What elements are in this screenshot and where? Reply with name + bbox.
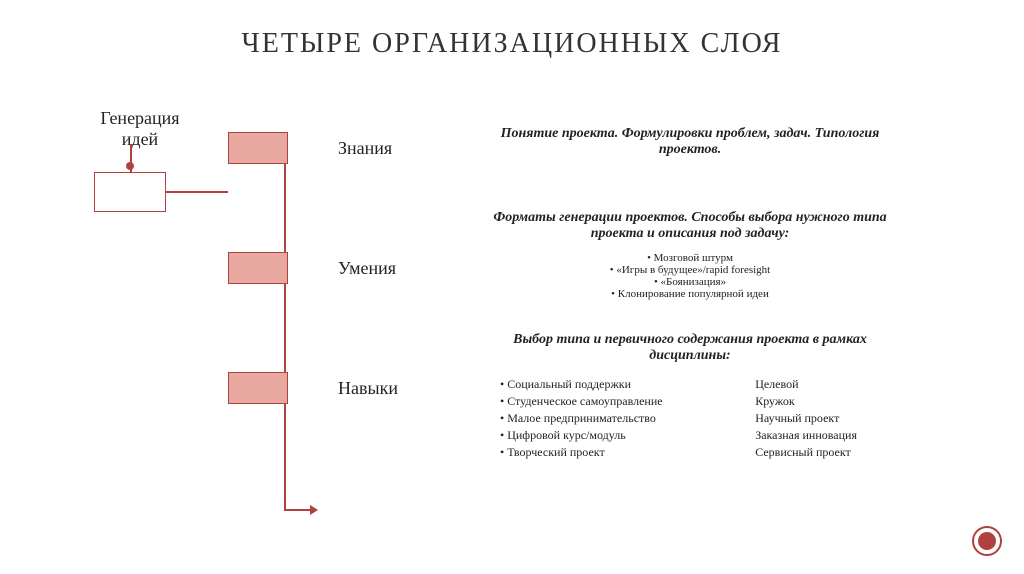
skills-bullet-1: • «Игры в будущее»/rapid foresight xyxy=(480,264,900,276)
abilities-row-2: Малое предпринимательствоНаучный проект xyxy=(500,410,940,427)
abilities-cell-right-2: Научный проект xyxy=(755,410,940,427)
abilities-cell-left-2: Малое предпринимательство xyxy=(500,410,755,427)
abilities-row-0: Социальный поддержкиЦелевой xyxy=(500,376,940,393)
skills-bullet-2: • «Боянизация» xyxy=(480,276,900,288)
abilities-cell-right-1: Кружок xyxy=(755,393,940,410)
flow-main-vline xyxy=(284,150,286,510)
generation-label: Генерация идей xyxy=(80,108,200,150)
abilities-cell-right-3: Заказная инновация xyxy=(755,427,940,444)
skills-bullet-3: • Клонирование популярной идеи xyxy=(480,288,900,300)
layer-box-1 xyxy=(228,252,288,284)
abilities-row-1: Студенческое самоуправлениеКружок xyxy=(500,393,940,410)
skills-bullet-0: • Мозговой штурм xyxy=(480,252,900,264)
layer-label-2: Навыки xyxy=(338,378,398,399)
layer-label-1: Умения xyxy=(338,258,396,279)
abilities-cell-left-0: Социальный поддержки xyxy=(500,376,755,393)
abilities-cell-right-0: Целевой xyxy=(755,376,940,393)
abilities-cell-left-3: Цифровой курс/модуль xyxy=(500,427,755,444)
root-box xyxy=(94,172,166,212)
desc-abilities-table: Социальный поддержкиЦелевойСтуденческое … xyxy=(500,376,940,461)
abilities-row-3: Цифровой курс/модульЗаказная инновация xyxy=(500,427,940,444)
slide-badge-icon xyxy=(972,526,1002,556)
desc-knowledge: Понятие проекта. Формулировки проблем, з… xyxy=(480,126,900,158)
layer-box-0 xyxy=(228,132,288,164)
layer-box-2 xyxy=(228,372,288,404)
desc-skills-heading: Форматы генерации проектов. Способы выбо… xyxy=(480,210,900,242)
desc-abilities-heading: Выбор типа и первичного содержания проек… xyxy=(480,332,900,364)
root-to-layer-hline xyxy=(166,191,228,193)
flow-arrow-head xyxy=(284,509,310,511)
layer-label-0: Знания xyxy=(338,138,392,159)
flow-arrow-tip xyxy=(310,505,318,515)
abilities-cell-right-4: Сервисный проект xyxy=(755,444,940,461)
desc-skills-bullets: • Мозговой штурм• «Игры в будущее»/rapid… xyxy=(480,252,900,300)
root-connector-vline xyxy=(130,144,132,172)
page-title: ЧЕТЫРЕ ОРГАНИЗАЦИОННЫХ СЛОЯ xyxy=(0,28,1024,60)
abilities-cell-left-4: Творческий проект xyxy=(500,444,755,461)
abilities-row-4: Творческий проектСервисный проект xyxy=(500,444,940,461)
abilities-cell-left-1: Студенческое самоуправление xyxy=(500,393,755,410)
